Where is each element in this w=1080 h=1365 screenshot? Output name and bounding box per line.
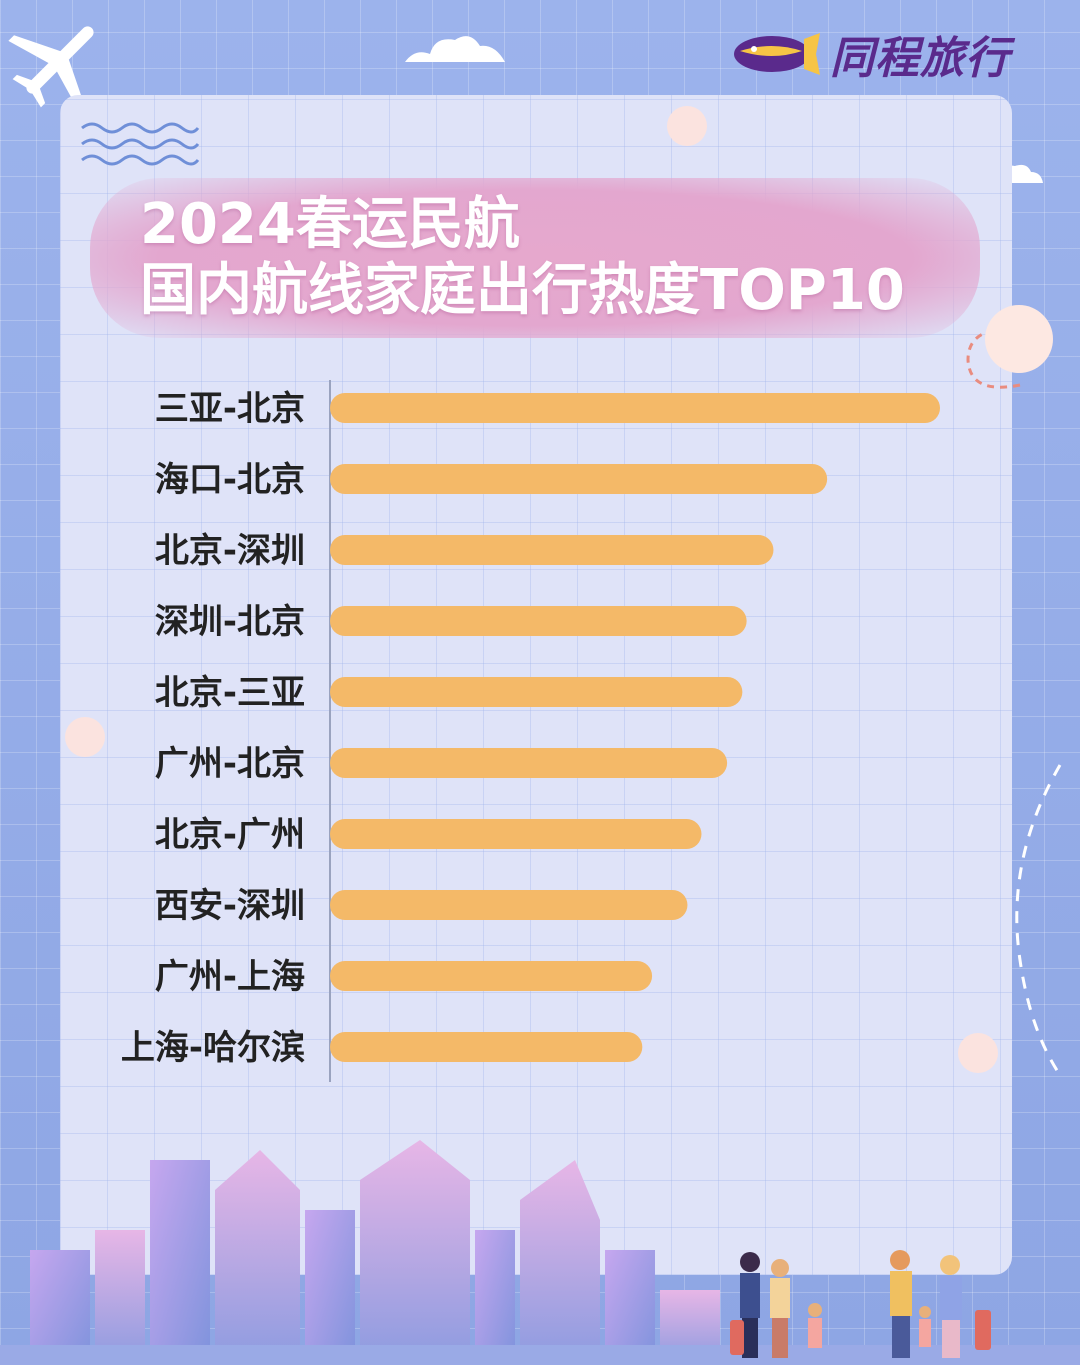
bar-5	[330, 677, 743, 707]
bar-9	[330, 961, 653, 991]
decorative-circle	[667, 106, 707, 146]
decorative-circle	[958, 1033, 998, 1073]
category-label: 北京-广州	[155, 815, 305, 855]
title-line-2: 国内航线家庭出行热度TOP10	[140, 258, 905, 323]
decorative-circle	[985, 305, 1053, 373]
dashed-arc-decoration	[966, 331, 1021, 389]
bar-10	[330, 1032, 643, 1062]
bar-1	[330, 393, 940, 423]
chart-title: 2024春运民航 国内航线家庭出行热度TOP10	[140, 192, 905, 324]
bar-6	[330, 748, 728, 778]
city-skyline-illustration	[0, 1140, 1080, 1365]
category-label: 广州-北京	[155, 744, 305, 784]
category-label: 北京-三亚	[155, 673, 305, 713]
wave-decoration	[81, 122, 200, 166]
decorative-circle	[65, 717, 105, 757]
bar-7	[330, 819, 702, 849]
cloud-icon	[405, 36, 505, 62]
title-banner	[90, 178, 980, 338]
blimp-logo-icon	[734, 33, 820, 75]
category-label: 北京-深圳	[155, 531, 305, 571]
category-label: 海口-北京	[155, 460, 305, 500]
title-line-1: 2024春运民航	[140, 192, 520, 257]
dashed-curve-decoration	[1015, 764, 1062, 1076]
bar-2	[330, 464, 828, 494]
category-label: 深圳-北京	[155, 602, 305, 642]
bar-3	[330, 535, 774, 565]
brand-logo: 同程旅行	[732, 22, 1010, 86]
category-label: 广州-上海	[155, 957, 305, 997]
bar-8	[330, 890, 688, 920]
brand-name: 同程旅行	[830, 33, 1010, 84]
airplane-icon	[8, 26, 94, 112]
category-label: 三亚-北京	[155, 389, 305, 429]
travelers-illustration	[730, 1250, 991, 1358]
category-label: 西安-深圳	[155, 886, 305, 926]
bar-4	[330, 606, 747, 636]
category-label: 上海-哈尔滨	[121, 1028, 305, 1068]
